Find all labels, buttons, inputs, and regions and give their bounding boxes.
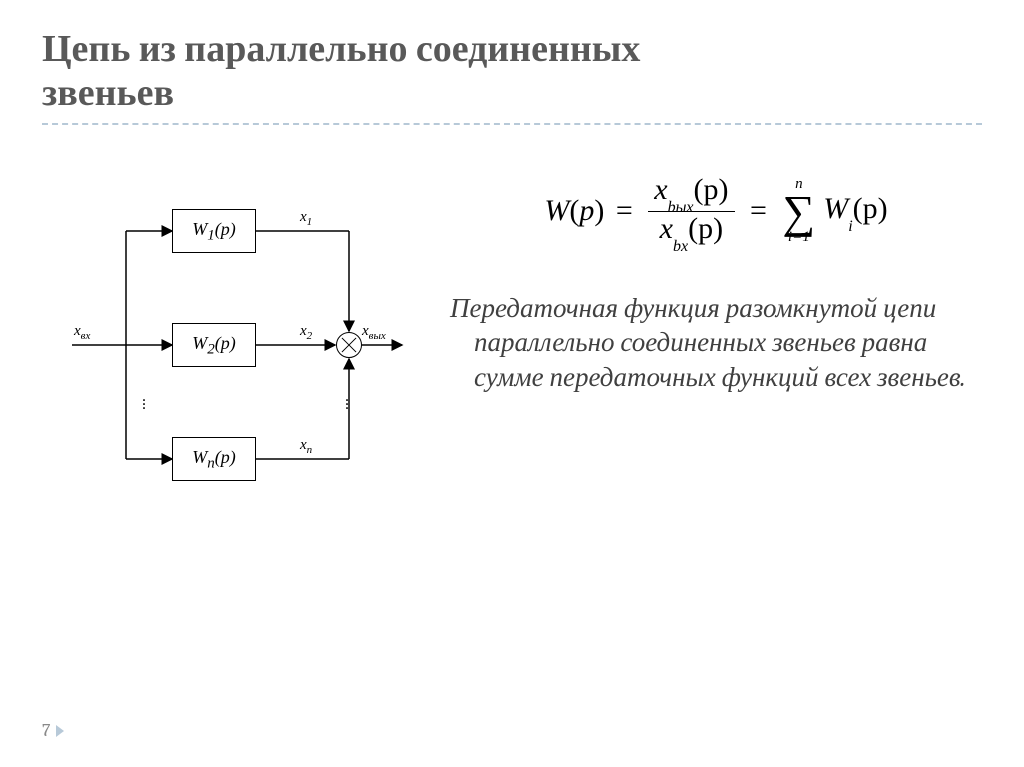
transfer-function-formula: W(p) = xbых(p) xbх(p) = n ∑ i=1 Wi(p) xyxy=(450,173,982,249)
block-w1: W1(p) xyxy=(172,209,256,253)
block-wn: Wn(p) xyxy=(172,437,256,481)
label-x-out: xвых xyxy=(362,323,386,342)
vdots-left-icon: ... xyxy=(142,395,146,407)
summation-icon: n ∑ i=1 xyxy=(782,178,815,244)
label-x-in: xвх xyxy=(74,323,90,342)
block-w2: W2(p) xyxy=(172,323,256,367)
vdots-right-icon: ... xyxy=(345,395,349,407)
eq-sign-2: = xyxy=(743,194,775,228)
block-w1-label: W1(p) xyxy=(192,219,236,245)
label-xn: xn xyxy=(300,437,312,456)
body-text: Передаточная функция разомкнутой цепи па… xyxy=(450,292,982,396)
label-x2: x2 xyxy=(300,323,312,342)
eq-sign-1: = xyxy=(608,194,640,228)
page-number-area: 7 xyxy=(42,720,64,741)
block-wn-label: Wn(p) xyxy=(192,447,236,473)
title-line-2: звеньев xyxy=(42,71,174,115)
block-diagram: W1(p) W2(p) Wn(p) xвх xвых x1 x2 xn ... … xyxy=(42,209,412,509)
formula-lhs: W(p) xyxy=(544,194,604,228)
content-area: W1(p) W2(p) Wn(p) xвх xвых x1 x2 xn ... … xyxy=(42,173,982,509)
text-column: W(p) = xbых(p) xbх(p) = n ∑ i=1 Wi(p) xyxy=(432,173,982,509)
title-rule xyxy=(42,123,982,125)
diagram-column: W1(p) W2(p) Wn(p) xвх xвых x1 x2 xn ... … xyxy=(42,173,432,509)
title-line-1: Цепь из параллельно соединенных xyxy=(42,27,640,71)
formula-fraction: xbых(p) xbх(p) xyxy=(648,173,734,249)
block-w2-label: W2(p) xyxy=(192,333,236,359)
formula-rhs: Wi(p) xyxy=(823,192,887,230)
chevron-right-icon xyxy=(56,725,64,737)
page-number: 7 xyxy=(42,720,50,741)
label-x1: x1 xyxy=(300,209,312,228)
slide-title: Цепь из параллельно соединенных звеньев xyxy=(42,28,982,115)
